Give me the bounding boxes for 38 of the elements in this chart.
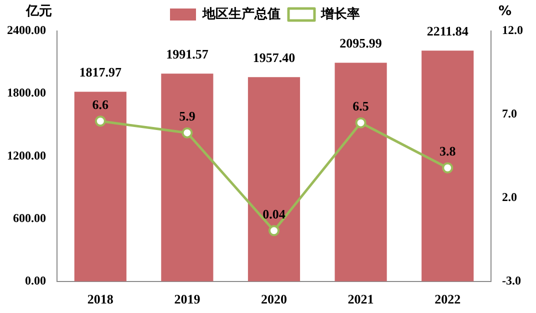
data-label: 1991.57: [166, 46, 209, 62]
data-label: 6.5: [352, 98, 370, 114]
legend-label: 地区生产总值: [202, 6, 280, 22]
data-label: 1957.40: [252, 50, 296, 66]
point: [355, 117, 366, 128]
y2-tick-label: 7.0: [502, 106, 517, 121]
data-label: 2095.99: [340, 36, 382, 51]
legend-label: 增长率: [320, 6, 360, 22]
point: [94, 116, 106, 127]
point: [182, 127, 193, 138]
data-label: 0.04: [262, 206, 286, 222]
data-label: 2211.84: [426, 23, 469, 38]
x-tick-label: 2022: [434, 292, 461, 307]
bar: [248, 77, 300, 282]
bar: [422, 50, 474, 282]
y2-tick-label: 12.0: [502, 23, 523, 38]
y-axis-title: 亿元: [25, 4, 52, 19]
y2-axis-title: %: [498, 4, 512, 19]
bar: [334, 62, 387, 282]
y-tick-label: 1200.00: [7, 148, 46, 162]
bar: [74, 92, 126, 282]
point: [268, 225, 280, 236]
x-tick-label: 2018: [87, 292, 114, 307]
y2-tick-label: -3.0: [502, 273, 521, 288]
data-label: 1817.97: [79, 64, 122, 80]
data-label: 3.8: [439, 144, 456, 159]
point: [442, 162, 454, 174]
y-tick-label: 600.00: [13, 210, 46, 225]
y-tick-label: 0.00: [25, 273, 46, 288]
y2-tick-label: 2.0: [502, 190, 517, 204]
x-tick-label: 2019: [174, 292, 201, 307]
x-tick-label: 2021: [348, 292, 374, 307]
bar: [161, 74, 214, 282]
data-label: 6.6: [92, 97, 110, 112]
data-label: 5.9: [179, 108, 196, 124]
y-tick-label: 1800.00: [7, 86, 46, 100]
x-tick-label: 2020: [261, 292, 287, 307]
y-tick-label: 2400.00: [7, 23, 46, 38]
